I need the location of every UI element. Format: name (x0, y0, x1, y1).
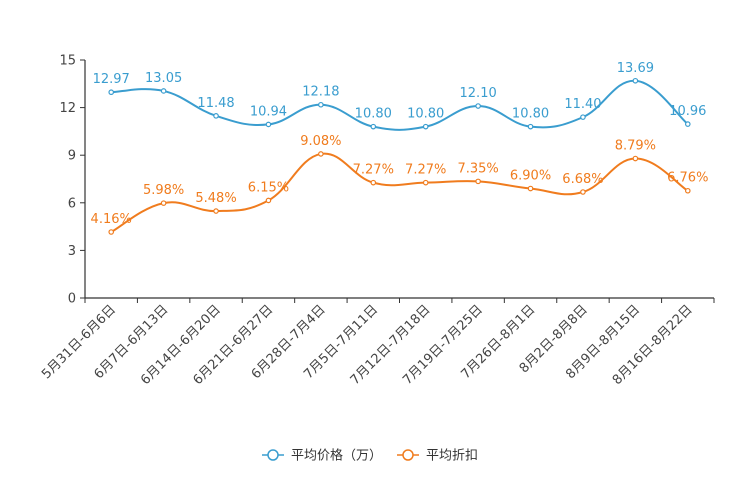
data-point (318, 151, 324, 157)
data-label: 12.18 (302, 85, 339, 100)
data-point (160, 88, 167, 94)
data-point (580, 114, 586, 120)
data-point (370, 123, 377, 130)
data-label: 11.48 (197, 96, 234, 111)
data-point (265, 197, 272, 204)
legend-item-2[interactable]: 平均折扣 (397, 449, 478, 464)
chart-axes: 036912155月31日-6月6日6月7日-6月13日6月14日-6月20日6… (39, 54, 715, 388)
data-point (475, 103, 481, 109)
data-label: 7.27% (353, 163, 394, 178)
data-point (213, 113, 219, 119)
data-label: 12.10 (460, 86, 497, 101)
data-label: 8.79% (615, 139, 656, 154)
data-label: 10.96 (669, 104, 706, 119)
data-label: 11.40 (564, 97, 601, 112)
data-label: 6.76% (667, 171, 708, 186)
data-point (684, 187, 691, 194)
y-tick-label: 15 (59, 54, 76, 69)
data-point (318, 101, 324, 108)
data-label: 10.80 (512, 107, 549, 122)
y-tick-label: 3 (68, 244, 76, 259)
data-point (527, 185, 534, 192)
data-label: 9.08% (300, 134, 341, 149)
legend-marker (402, 449, 414, 461)
legend-marker (267, 449, 279, 461)
legend-label: 平均折扣 (426, 449, 478, 464)
data-label: 13.05 (145, 71, 182, 86)
legend-item-1[interactable]: 平均价格（万） (262, 448, 382, 464)
data-point (422, 123, 429, 130)
chart-legend[interactable]: 平均价格（万） 平均折扣 (262, 448, 478, 464)
data-point (684, 121, 691, 127)
data-point (213, 208, 219, 214)
data-label: 10.94 (250, 104, 287, 119)
data-label: 5.98% (143, 183, 184, 198)
data-label: 5.48% (195, 191, 236, 206)
y-tick-label: 6 (68, 196, 76, 211)
data-label: 7.35% (457, 161, 498, 176)
legend-label: 平均价格（万） (291, 448, 382, 464)
data-point (160, 200, 167, 206)
data-point (108, 89, 115, 96)
data-label: 6.68% (562, 172, 603, 187)
data-label: 10.80 (407, 107, 444, 122)
data-label: 6.15% (248, 180, 289, 195)
y-tick-label: 0 (68, 292, 76, 307)
data-point (632, 77, 639, 84)
y-tick-label: 12 (59, 101, 76, 116)
data-point (632, 155, 639, 162)
data-point (527, 123, 534, 130)
data-label: 10.80 (355, 107, 392, 122)
data-point (475, 178, 481, 185)
data-label: 6.90% (510, 169, 551, 184)
data-point (370, 179, 377, 186)
data-point (265, 121, 272, 128)
data-label: 4.16% (91, 212, 132, 227)
data-label: 7.27% (405, 163, 446, 178)
data-point (422, 179, 429, 186)
data-label: 13.69 (617, 61, 654, 76)
chart-series: 12.97 13.05 11.48 10.94 12.18 10.80 10.80 12.10… (91, 61, 708, 235)
series-2: 4.16% 5.98% 5.48% 6.15% 9.08% 7.27% 7.27% 7.35%… (91, 134, 708, 235)
data-label: 12.97 (93, 72, 130, 87)
data-point (580, 189, 586, 195)
series-1: 12.97 13.05 11.48 10.94 12.18 10.80 10.80 12.10… (93, 61, 706, 131)
y-tick-label: 9 (68, 149, 76, 164)
data-point (108, 229, 115, 235)
